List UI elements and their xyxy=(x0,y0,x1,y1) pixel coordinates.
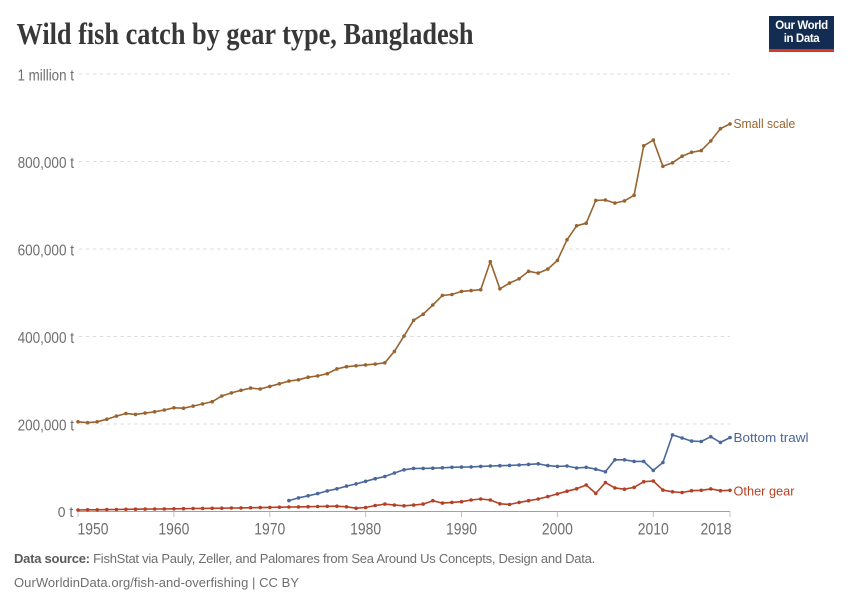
svg-text:2018: 2018 xyxy=(701,520,732,539)
svg-text:Wild fish catch by gear type,: Wild fish catch by gear type, Bangladesh xyxy=(17,16,474,51)
svg-text:1980: 1980 xyxy=(350,520,381,539)
svg-text:Other gear: Other gear xyxy=(734,484,796,499)
svg-text:2000: 2000 xyxy=(542,520,573,539)
svg-text:1950: 1950 xyxy=(78,520,109,539)
svg-text:1960: 1960 xyxy=(158,520,189,539)
svg-text:600,000 t: 600,000 t xyxy=(18,243,75,260)
svg-text:1 million t: 1 million t xyxy=(18,68,75,85)
svg-text:1970: 1970 xyxy=(254,520,285,539)
svg-text:Bottom trawl: Bottom trawl xyxy=(734,430,809,445)
svg-text:800,000 t: 800,000 t xyxy=(18,155,75,172)
svg-text:Small scale: Small scale xyxy=(734,116,796,131)
svg-text:400,000 t: 400,000 t xyxy=(18,330,75,347)
svg-text:200,000 t: 200,000 t xyxy=(18,418,75,435)
svg-text:2010: 2010 xyxy=(638,520,669,539)
svg-text:1990: 1990 xyxy=(446,520,477,539)
svg-text:0 t: 0 t xyxy=(58,504,74,521)
